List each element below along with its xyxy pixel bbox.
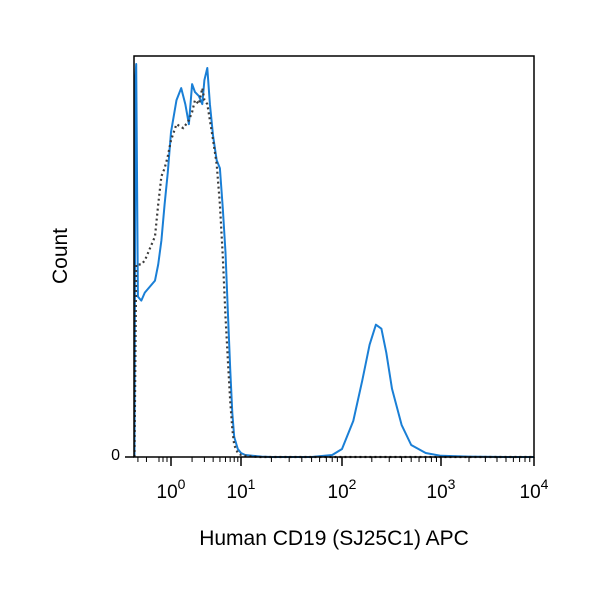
x-axis-label: Human CD19 (SJ25C1) APC bbox=[199, 527, 469, 550]
stained-series-line bbox=[133, 63, 534, 458]
control-series-line bbox=[133, 87, 534, 459]
labels-layer: 100 101 102 103 104 0 bbox=[111, 447, 549, 503]
x-tick-label: 101 bbox=[227, 476, 256, 503]
x-tick-label: 100 bbox=[157, 476, 186, 503]
x-tick-label: 104 bbox=[520, 476, 549, 503]
y-axis-label: Count bbox=[49, 228, 72, 284]
y-tick-label: 0 bbox=[111, 447, 120, 464]
ticks-layer bbox=[125, 456, 535, 466]
curves-layer bbox=[133, 63, 534, 459]
x-tick-label: 102 bbox=[328, 476, 357, 503]
x-tick-label: 103 bbox=[427, 476, 456, 503]
plot-frame bbox=[133, 55, 535, 458]
